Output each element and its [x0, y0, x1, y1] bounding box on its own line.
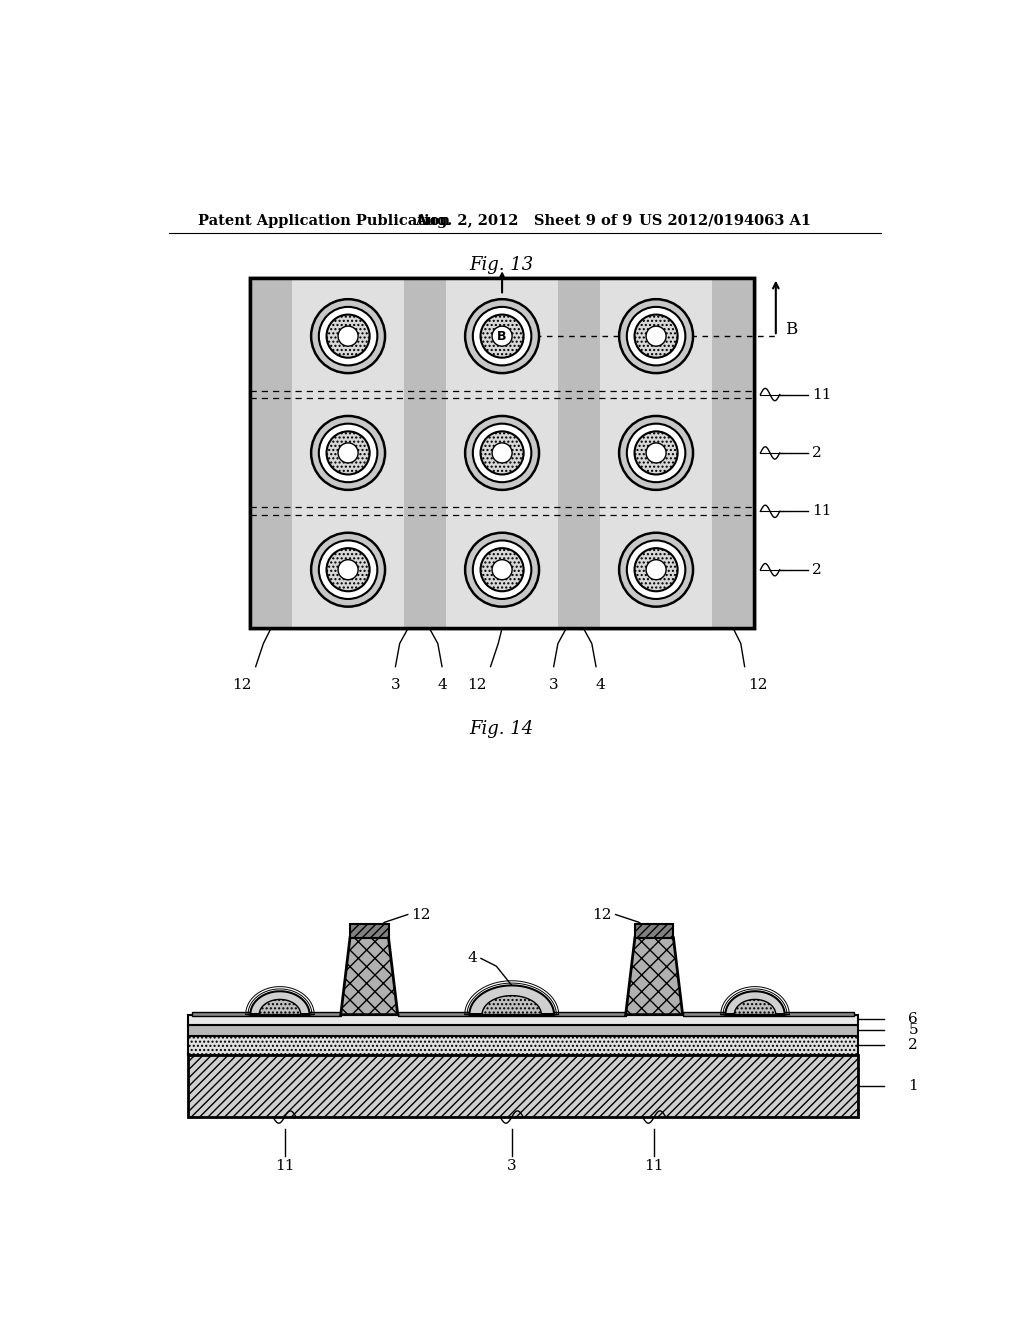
Polygon shape [482, 995, 542, 1015]
Circle shape [311, 533, 385, 607]
Circle shape [627, 424, 685, 482]
Circle shape [627, 306, 685, 366]
Circle shape [635, 548, 678, 591]
Text: Fig. 14: Fig. 14 [470, 721, 534, 738]
Circle shape [327, 314, 370, 358]
Text: Aug. 2, 2012   Sheet 9 of 9: Aug. 2, 2012 Sheet 9 of 9 [416, 214, 633, 228]
Bar [292, 277, 403, 628]
Circle shape [480, 314, 523, 358]
Polygon shape [469, 986, 554, 1015]
Text: 12: 12 [592, 908, 611, 921]
Text: 6: 6 [908, 1012, 918, 1026]
Circle shape [473, 424, 531, 482]
Text: Patent Application Publication: Patent Application Publication [199, 214, 451, 228]
Text: 12: 12 [412, 908, 431, 921]
Circle shape [493, 326, 512, 346]
Text: Fig. 13: Fig. 13 [470, 256, 534, 275]
Bar [397, 1011, 626, 1016]
Text: 3: 3 [549, 678, 558, 692]
Bar [250, 277, 755, 628]
Circle shape [318, 540, 378, 599]
Bar [683, 1011, 854, 1016]
Circle shape [646, 560, 666, 579]
Polygon shape [259, 999, 301, 1015]
Text: 5: 5 [908, 1023, 918, 1038]
Polygon shape [635, 924, 674, 937]
Circle shape [493, 444, 512, 463]
Circle shape [338, 560, 358, 579]
Bar [250, 277, 755, 628]
Circle shape [338, 444, 358, 463]
Circle shape [465, 300, 539, 374]
Polygon shape [350, 924, 388, 937]
Text: 12: 12 [232, 678, 252, 692]
Bar [446, 277, 558, 628]
Polygon shape [725, 991, 784, 1015]
Text: US 2012/0194063 A1: US 2012/0194063 A1 [639, 214, 811, 228]
Circle shape [627, 540, 685, 599]
Circle shape [493, 560, 512, 579]
Circle shape [473, 540, 531, 599]
Text: 2: 2 [908, 1039, 918, 1052]
Polygon shape [734, 999, 776, 1015]
Text: 4: 4 [467, 952, 477, 965]
Polygon shape [341, 937, 397, 1015]
Circle shape [465, 416, 539, 490]
Bar [250, 277, 292, 628]
Text: 2: 2 [812, 446, 821, 459]
Text: 1: 1 [908, 1080, 918, 1093]
Bar [558, 277, 600, 628]
Polygon shape [250, 991, 309, 1015]
Circle shape [327, 432, 370, 474]
Circle shape [620, 533, 693, 607]
Bar [712, 277, 755, 628]
Circle shape [318, 424, 378, 482]
Text: 4: 4 [595, 678, 605, 692]
Circle shape [635, 432, 678, 474]
Bar [600, 277, 712, 628]
Bar [188, 1015, 858, 1024]
Bar [403, 277, 446, 628]
Text: 2: 2 [812, 562, 821, 577]
Circle shape [465, 533, 539, 607]
Circle shape [311, 416, 385, 490]
Circle shape [311, 300, 385, 374]
Circle shape [646, 326, 666, 346]
Text: 11: 11 [812, 388, 831, 401]
Text: 11: 11 [274, 1159, 294, 1173]
Text: 3: 3 [390, 678, 400, 692]
Text: 12: 12 [467, 678, 486, 692]
Text: 11: 11 [812, 504, 831, 519]
Text: 3: 3 [507, 1159, 516, 1173]
Text: B: B [498, 330, 507, 343]
Circle shape [327, 548, 370, 591]
Bar [188, 1056, 858, 1117]
Polygon shape [626, 937, 683, 1015]
Circle shape [318, 306, 378, 366]
Bar [188, 1024, 858, 1036]
Text: 12: 12 [749, 678, 768, 692]
Bar [193, 1011, 341, 1016]
Text: 4: 4 [437, 678, 446, 692]
Circle shape [635, 314, 678, 358]
Circle shape [646, 444, 666, 463]
Circle shape [338, 326, 358, 346]
Circle shape [620, 416, 693, 490]
Circle shape [473, 306, 531, 366]
Circle shape [480, 432, 523, 474]
Bar [188, 1036, 858, 1056]
Circle shape [480, 548, 523, 591]
Text: 11: 11 [644, 1159, 664, 1173]
Text: B: B [785, 322, 798, 338]
Circle shape [620, 300, 693, 374]
